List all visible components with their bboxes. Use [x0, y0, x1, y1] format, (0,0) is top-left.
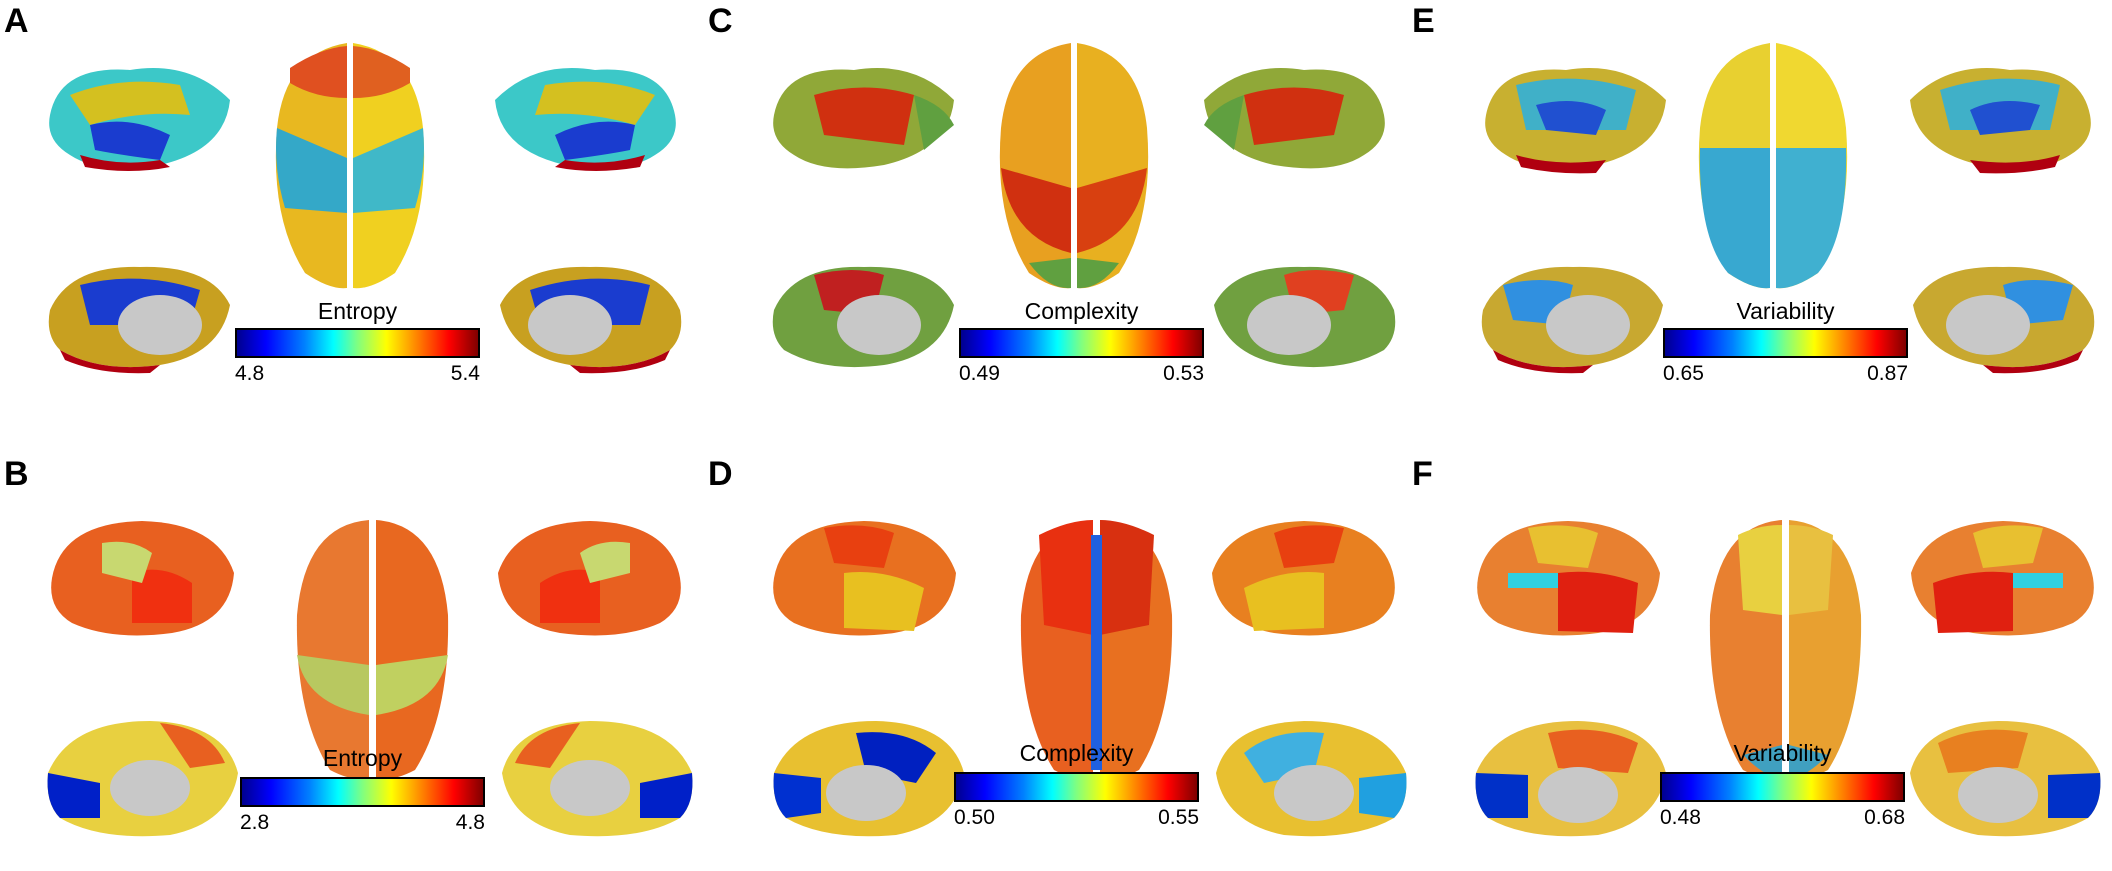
panel-letter: C [708, 2, 733, 40]
medial-left-brain [1475, 721, 1666, 837]
colorbar-min: 4.8 [235, 362, 265, 385]
lateral-right-brain [1910, 68, 2091, 174]
colorbar-min: 2.8 [240, 811, 270, 834]
colorbar-min: 0.65 [1663, 362, 1704, 385]
lateral-left-brain [49, 68, 230, 171]
colorbar-gradient [954, 772, 1199, 802]
lateral-left-brain [773, 521, 956, 636]
colorbar-max: 0.53 [1163, 362, 1204, 385]
colorbar: Complexity 0.50 0.55 [954, 740, 1199, 835]
colorbar-gradient [1663, 328, 1908, 358]
medial-right-brain [502, 721, 693, 837]
panel-letter: F [1412, 455, 1433, 493]
colorbar-label: Entropy [317, 298, 398, 324]
panel-letter: E [1412, 2, 1435, 40]
colorbar-gradient [235, 328, 480, 358]
lateral-right-brain [498, 521, 681, 636]
lateral-right-brain [1212, 521, 1395, 636]
medial-left-brain [48, 266, 230, 374]
panel-e: E [1408, 0, 2112, 435]
colorbar-min: 0.49 [959, 362, 1000, 385]
dorsal-brain [1709, 520, 1862, 779]
colorbar-max: 0.87 [1867, 362, 1908, 385]
dorsal-brain [999, 43, 1149, 289]
lateral-right-brain [495, 68, 676, 171]
colorbar: Entropy 4.8 5.4 [235, 298, 480, 388]
colorbar-max: 4.8 [455, 811, 485, 834]
colorbar: Variability 0.48 0.68 [1660, 740, 1905, 835]
lateral-left-brain [51, 521, 234, 636]
lateral-right-brain [1911, 521, 2094, 636]
colorbar-label: Complexity [1019, 740, 1134, 766]
medial-left-brain [772, 266, 954, 368]
colorbar-min: 0.48 [1660, 806, 1701, 829]
panel-letter: D [708, 455, 733, 493]
panel-b: B Entropy [0, 435, 704, 870]
lateral-left-brain [1477, 521, 1660, 636]
colorbar-gradient [959, 328, 1204, 358]
colorbar-min: 0.50 [954, 806, 995, 829]
panel-c: C Complexity [704, 0, 1408, 435]
colorbar-label: Variability [1733, 740, 1832, 766]
colorbar: Variability 0.65 0.87 [1663, 298, 1908, 388]
medial-left-brain [47, 721, 238, 837]
panel-letter: A [4, 2, 29, 40]
colorbar-gradient [240, 777, 485, 807]
colorbar-gradient [1660, 772, 1905, 802]
medial-right-brain [1214, 266, 1396, 368]
medial-right-brain [500, 266, 682, 374]
panel-d: D [704, 435, 1408, 870]
colorbar: Complexity 0.49 0.53 [959, 298, 1204, 388]
medial-right-brain [1913, 266, 2095, 374]
medial-right-brain [1910, 721, 2101, 837]
medial-right-brain [1216, 721, 1407, 837]
colorbar: Entropy 2.8 4.8 [240, 745, 485, 840]
dorsal-brain [275, 43, 425, 289]
medial-left-brain [1481, 266, 1663, 374]
dorsal-brain [1020, 520, 1173, 779]
panel-f: F [1408, 435, 2112, 870]
colorbar-max: 5.4 [450, 362, 480, 385]
lateral-left-brain [1485, 68, 1666, 174]
panel-a: A [0, 0, 704, 435]
colorbar-max: 0.68 [1864, 806, 1905, 829]
colorbar-label: Variability [1736, 298, 1835, 324]
dorsal-brain [1698, 43, 1848, 289]
lateral-left-brain [773, 68, 954, 169]
colorbar-label: Complexity [1024, 298, 1139, 324]
panel-letter: B [4, 455, 29, 493]
colorbar-max: 0.55 [1158, 806, 1199, 829]
colorbar [954, 563, 1199, 658]
colorbar-label: Entropy [322, 745, 403, 771]
lateral-right-brain [1204, 68, 1385, 169]
dorsal-brain [296, 520, 449, 779]
medial-left-brain [773, 721, 964, 837]
